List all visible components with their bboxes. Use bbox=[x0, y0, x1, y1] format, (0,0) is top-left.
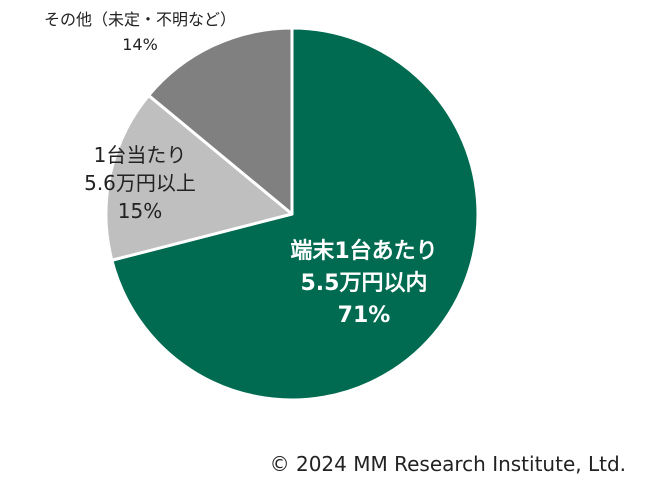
pie-slice-1 bbox=[110, 26, 480, 402]
slice-label-1: 端末1台あたり 5.5万円以内 71% bbox=[290, 238, 437, 328]
slice-label-3: その他（未定・不明など） 14% bbox=[44, 10, 236, 54]
copyright-credit: © 2024 MM Research Institute, Ltd. bbox=[269, 452, 626, 476]
slice-label-2: 1台当たり 5.6万円以上 15% bbox=[84, 143, 196, 223]
pie-slice-2 bbox=[104, 93, 294, 262]
pie-slice-3 bbox=[147, 26, 294, 216]
